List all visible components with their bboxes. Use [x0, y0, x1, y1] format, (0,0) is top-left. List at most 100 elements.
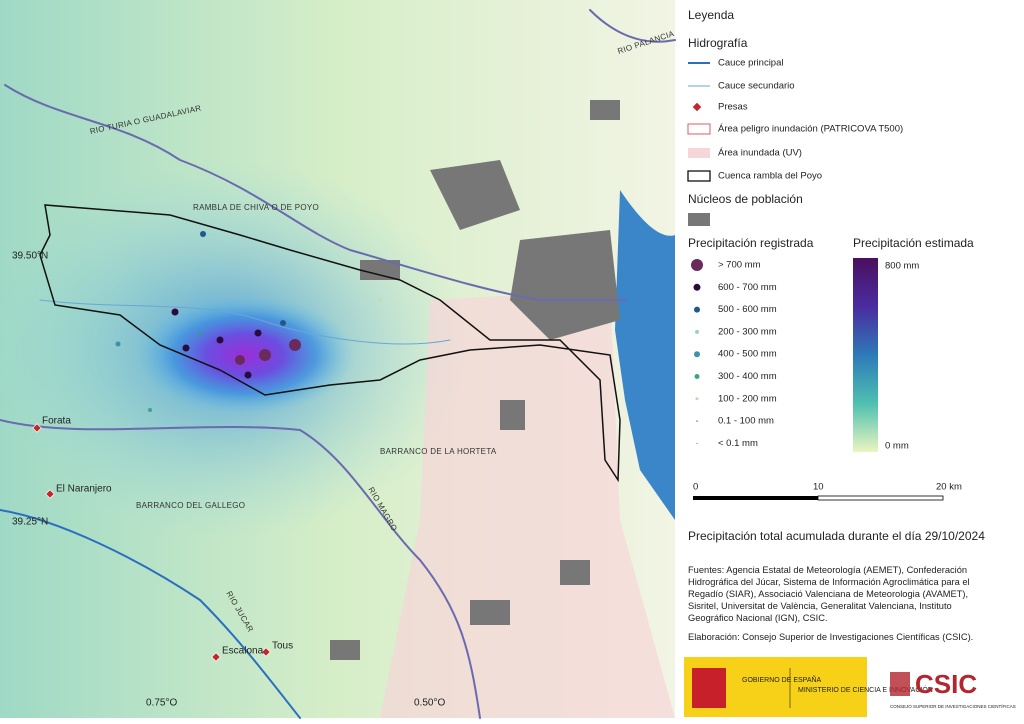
dam — [261, 647, 271, 657]
legend-heading: Precipitación registrada — [688, 236, 814, 250]
river — [0, 419, 481, 719]
legend-label: 100 - 200 mm — [718, 393, 777, 404]
place-label: Escalona — [222, 646, 264, 657]
latitude-label: 39.25°N — [12, 517, 48, 528]
station — [244, 371, 252, 379]
legend-label: Área peligro inundación (PATRICOVA T500) — [718, 124, 903, 135]
gov-text: GOBIERNO DE ESPAÑA — [742, 675, 822, 684]
station — [171, 308, 179, 316]
station — [254, 329, 262, 337]
legend-heading: Núcleos de población — [688, 192, 803, 206]
figure-title: Precipitación total acumulada durante el… — [688, 529, 985, 543]
legend-symbol — [694, 374, 700, 379]
urban-areas — [330, 100, 620, 660]
station — [378, 298, 382, 302]
station — [197, 331, 203, 337]
legend-symbol — [687, 170, 711, 182]
dams — [32, 423, 271, 662]
legend-symbol — [696, 442, 698, 445]
basin-outline — [39, 204, 621, 483]
station — [289, 339, 301, 351]
legend-symbol — [688, 148, 710, 158]
legend-label: 0.1 - 100 mm — [718, 416, 774, 427]
legend-symbol — [695, 329, 699, 334]
legend-label: Cuenca rambla del Poyo — [718, 171, 822, 182]
legend-label: Cauce secundario — [718, 81, 795, 92]
urban — [560, 560, 590, 585]
urban — [330, 640, 360, 660]
place-label: Forata — [42, 416, 71, 427]
station — [182, 344, 190, 352]
legend-symbol — [694, 351, 700, 358]
station — [235, 355, 245, 365]
rain-core — [135, 295, 355, 415]
station — [200, 231, 206, 237]
rivers — [0, 9, 676, 719]
legend-label: 300 - 400 mm — [718, 371, 777, 382]
station — [216, 336, 224, 344]
dam — [211, 652, 221, 662]
stations — [115, 231, 382, 412]
legend-label: < 0.1 mm — [718, 438, 758, 449]
sea — [615, 190, 675, 520]
urban — [470, 600, 510, 625]
csic-name: CONSEJO SUPERIOR DE INVESTIGACIONES CIEN… — [890, 703, 1016, 709]
river — [589, 9, 676, 43]
urban — [360, 260, 400, 280]
scale-label: 10 — [813, 482, 824, 493]
logos: GOBIERNO DE ESPAÑA MINISTERIO DE CIENCIA… — [684, 657, 1016, 717]
legend-label: 500 - 600 mm — [718, 304, 777, 315]
station — [280, 320, 286, 326]
legend-heading: Hidrografía — [688, 36, 748, 50]
legend-label: Cauce principal — [718, 58, 783, 69]
credits: Elaboración: Consejo Superior de Investi… — [688, 632, 974, 642]
river-label: BARRANCO DE LA HORTETA — [380, 447, 497, 456]
longitude-label: 0.50°O — [414, 698, 445, 709]
legend-symbol — [692, 102, 702, 112]
latitude-label: 39.50°N — [12, 251, 48, 262]
map: RIO TURIA O GUADALAVIAR RIO PALANCIA RAM… — [0, 0, 676, 719]
legend-symbol — [695, 397, 699, 401]
scale-label: 0 — [693, 482, 698, 493]
legend-label: 200 - 300 mm — [718, 326, 777, 337]
dam — [32, 423, 42, 433]
legend-symbol — [693, 283, 701, 291]
legend-label: Presas — [718, 102, 748, 113]
dam — [45, 489, 55, 499]
legend-heading: Precipitación estimada — [853, 236, 974, 250]
legend-label: 400 - 500 mm — [718, 349, 777, 360]
legend-symbol — [696, 420, 698, 423]
station — [115, 341, 121, 347]
urban — [510, 230, 620, 340]
legend-symbol — [688, 213, 710, 226]
colorbar-label: 0 mm — [885, 441, 909, 452]
csic-emblem — [890, 672, 910, 696]
urban — [500, 400, 525, 430]
place-label: El Naranjero — [56, 484, 112, 495]
legend-symbol — [687, 123, 711, 135]
river — [0, 509, 301, 719]
csic-logo: CSIC — [915, 669, 977, 699]
river-label: BARRANCO DEL GALLEGO — [136, 501, 245, 510]
legend-symbol — [694, 306, 700, 313]
legend-label: 600 - 700 mm — [718, 282, 777, 293]
scale-bar — [817, 495, 944, 501]
scale-label: 20 km — [936, 482, 962, 493]
ministry-text: MINISTERIO DE CIENCIA E INNOVACIÓN — [798, 685, 933, 694]
legend-label: Área inundada (UV) — [718, 148, 802, 159]
coat-of-arms — [692, 668, 726, 708]
colorbar — [853, 258, 878, 452]
colorbar-label: 800 mm — [885, 261, 919, 272]
urban — [430, 160, 520, 230]
legend-label: > 700 mm — [718, 260, 761, 271]
river — [4, 84, 626, 301]
legend-title: Leyenda — [688, 8, 734, 22]
station — [148, 408, 152, 412]
urban — [590, 100, 620, 120]
place-label: Tous — [272, 641, 293, 652]
river — [39, 299, 451, 345]
scale-bar — [693, 496, 818, 500]
legend-symbol — [691, 259, 703, 271]
